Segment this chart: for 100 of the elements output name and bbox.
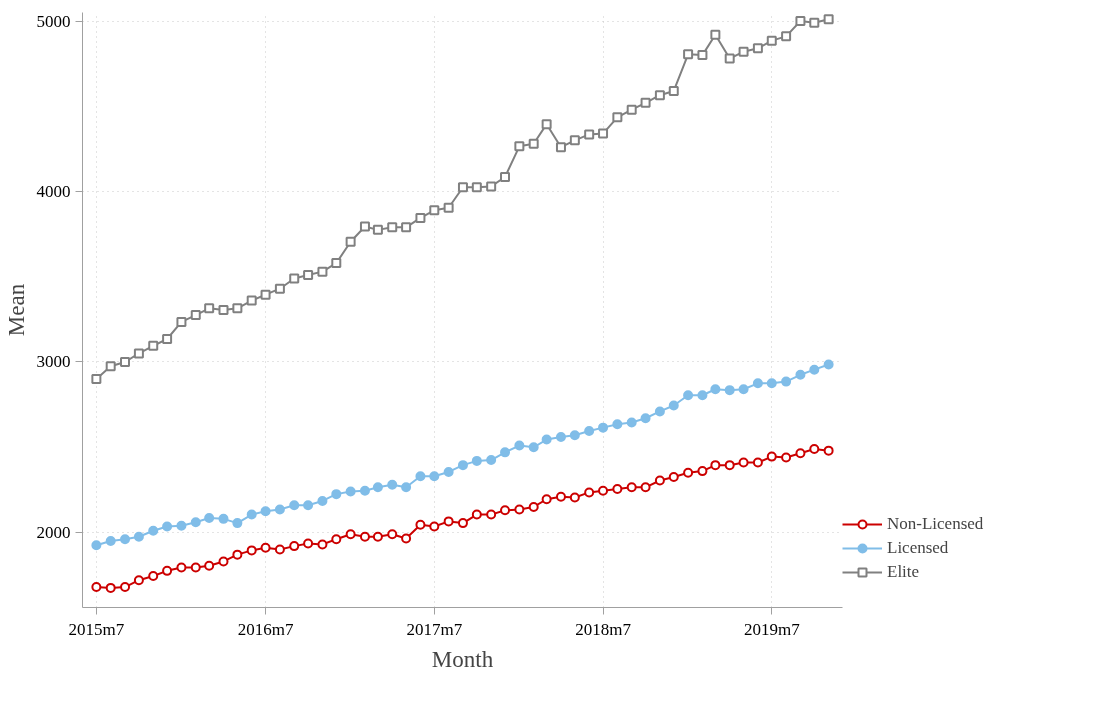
- point: [710, 29, 721, 40]
- point: [246, 545, 257, 556]
- x-axis-title: Month: [431, 646, 494, 672]
- x-tick-label: 2015m7: [68, 619, 125, 639]
- point: [569, 430, 580, 441]
- point: [697, 466, 708, 477]
- point: [303, 538, 314, 549]
- point: [781, 452, 792, 463]
- point: [176, 562, 187, 573]
- x-tick-label: 2017m7: [406, 619, 463, 639]
- point: [809, 364, 820, 375]
- point: [710, 460, 721, 471]
- point: [528, 138, 539, 149]
- point: [823, 359, 834, 370]
- point: [317, 539, 328, 550]
- point: [317, 495, 328, 506]
- point: [372, 224, 383, 235]
- point: [401, 533, 412, 544]
- point: [555, 432, 566, 443]
- point: [91, 374, 102, 385]
- point: [738, 457, 749, 468]
- point: [120, 582, 131, 593]
- point: [120, 357, 131, 367]
- point: [598, 422, 609, 433]
- point: [626, 417, 637, 428]
- point: [654, 475, 665, 486]
- point: [683, 467, 694, 478]
- point: [148, 570, 159, 581]
- point: [120, 534, 131, 545]
- point: [133, 575, 144, 586]
- point: [359, 531, 370, 542]
- point: [471, 182, 482, 193]
- point: [528, 442, 539, 453]
- point: [500, 505, 511, 516]
- point: [246, 509, 257, 520]
- point: [91, 540, 102, 551]
- point: [176, 316, 187, 327]
- point: [331, 534, 342, 545]
- point: [781, 376, 792, 387]
- point: [190, 310, 201, 321]
- point: [541, 119, 552, 130]
- point: [218, 513, 229, 524]
- point: [260, 506, 271, 517]
- point: [738, 384, 749, 395]
- point: [697, 50, 708, 61]
- point: [429, 471, 440, 482]
- point: [486, 509, 497, 520]
- point: [359, 485, 370, 496]
- point: [429, 205, 440, 216]
- x-tick-label: 2016m7: [237, 619, 294, 639]
- point: [317, 266, 328, 277]
- point: [148, 525, 159, 536]
- point: [541, 434, 552, 445]
- point: [457, 460, 468, 471]
- point: [91, 582, 102, 593]
- point: [303, 500, 314, 511]
- point: [133, 348, 144, 359]
- point: [514, 440, 525, 451]
- point: [668, 400, 679, 411]
- point: [105, 361, 116, 372]
- point: [443, 516, 454, 527]
- point: [105, 582, 116, 593]
- point: [766, 451, 777, 462]
- point: [274, 283, 285, 294]
- point: [766, 378, 777, 389]
- point: [809, 443, 820, 454]
- point: [204, 303, 215, 314]
- point: [640, 413, 651, 424]
- point: [387, 222, 398, 233]
- point: [218, 305, 229, 315]
- point: [232, 303, 243, 314]
- x-tick-label: 2018m7: [575, 619, 632, 639]
- point: [584, 129, 595, 140]
- point: [612, 484, 623, 494]
- point: [232, 518, 243, 529]
- point: [598, 485, 609, 496]
- x-tick-label: 2019m7: [743, 619, 801, 639]
- point: [190, 562, 201, 573]
- point: [415, 212, 426, 223]
- point: [823, 445, 834, 456]
- point: [612, 112, 623, 123]
- point: [724, 385, 735, 396]
- point: [514, 141, 525, 152]
- point: [260, 289, 271, 300]
- y-tick-label: 5000: [36, 11, 71, 31]
- point: [471, 455, 482, 466]
- legend-label: Non-Licensed: [887, 514, 984, 534]
- point: [105, 536, 116, 546]
- point: [260, 542, 271, 553]
- point: [697, 390, 708, 401]
- y-tick-label: 3000: [36, 352, 71, 372]
- point: [148, 340, 159, 351]
- point: [372, 482, 383, 493]
- point: [500, 172, 511, 183]
- point: [289, 273, 300, 284]
- point: [274, 544, 285, 555]
- point: [654, 90, 665, 101]
- y-tick-label: 2000: [36, 522, 71, 542]
- point: [640, 97, 651, 108]
- point: [683, 49, 694, 60]
